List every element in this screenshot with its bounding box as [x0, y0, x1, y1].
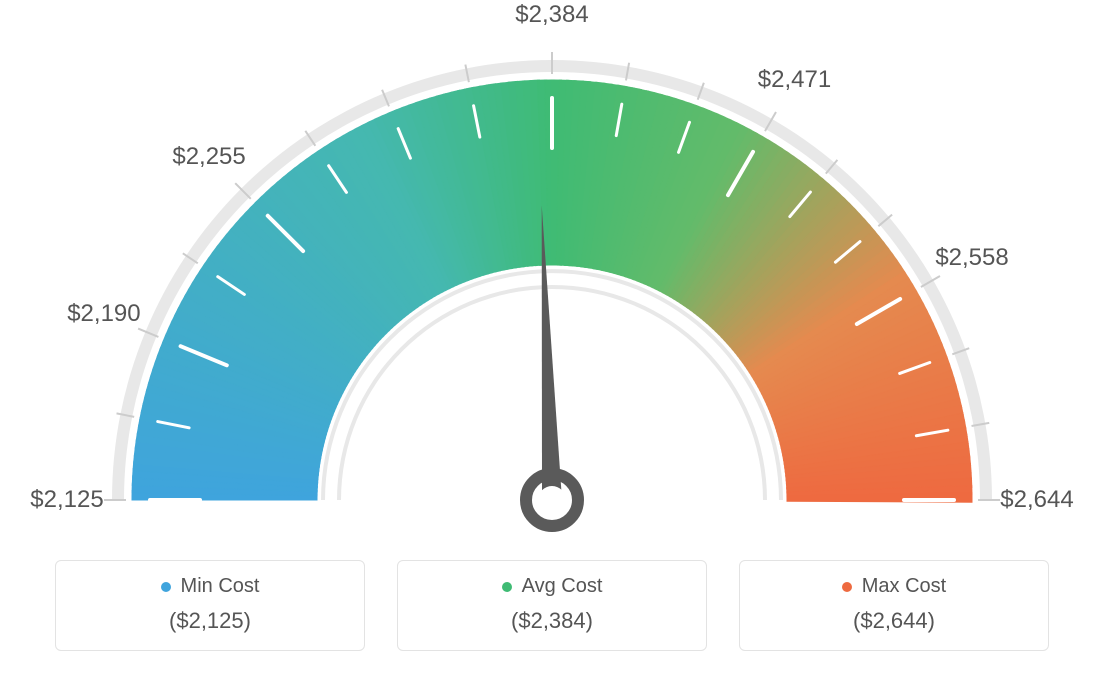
legend-dot-max: [842, 582, 852, 592]
legend-row: Min Cost ($2,125) Avg Cost ($2,384) Max …: [0, 560, 1104, 651]
gauge-tick-label: $2,384: [515, 1, 588, 29]
legend-label-min: Min Cost: [181, 575, 260, 598]
legend-card-max: Max Cost ($2,644): [739, 560, 1049, 651]
legend-title-min: Min Cost: [161, 575, 260, 598]
legend-title-max: Max Cost: [842, 575, 946, 598]
legend-label-avg: Avg Cost: [522, 575, 603, 598]
gauge-tick-label: $2,558: [935, 244, 1008, 272]
legend-card-avg: Avg Cost ($2,384): [397, 560, 707, 651]
legend-card-min: Min Cost ($2,125): [55, 560, 365, 651]
gauge-svg: [0, 0, 1104, 550]
legend-value-max: ($2,644): [758, 608, 1030, 634]
legend-value-avg: ($2,384): [416, 608, 688, 634]
gauge-tick-label: $2,644: [1000, 486, 1073, 514]
legend-dot-min: [161, 582, 171, 592]
legend-dot-avg: [502, 582, 512, 592]
legend-label-max: Max Cost: [862, 575, 946, 598]
gauge-tick-label: $2,190: [67, 300, 140, 328]
gauge-area: $2,125 $2,190 $2,255 $2,384 $2,471 $2,558 $2,6…: [0, 0, 1104, 550]
gauge-tick-label: $2,125: [30, 486, 103, 514]
legend-value-min: ($2,125): [74, 608, 346, 634]
gauge-tick-label: $2,255: [172, 143, 245, 171]
legend-title-avg: Avg Cost: [502, 575, 603, 598]
cost-gauge-widget: $2,125 $2,190 $2,255 $2,384 $2,471 $2,558 $2,6…: [0, 0, 1104, 690]
gauge-tick-label: $2,471: [758, 66, 831, 94]
